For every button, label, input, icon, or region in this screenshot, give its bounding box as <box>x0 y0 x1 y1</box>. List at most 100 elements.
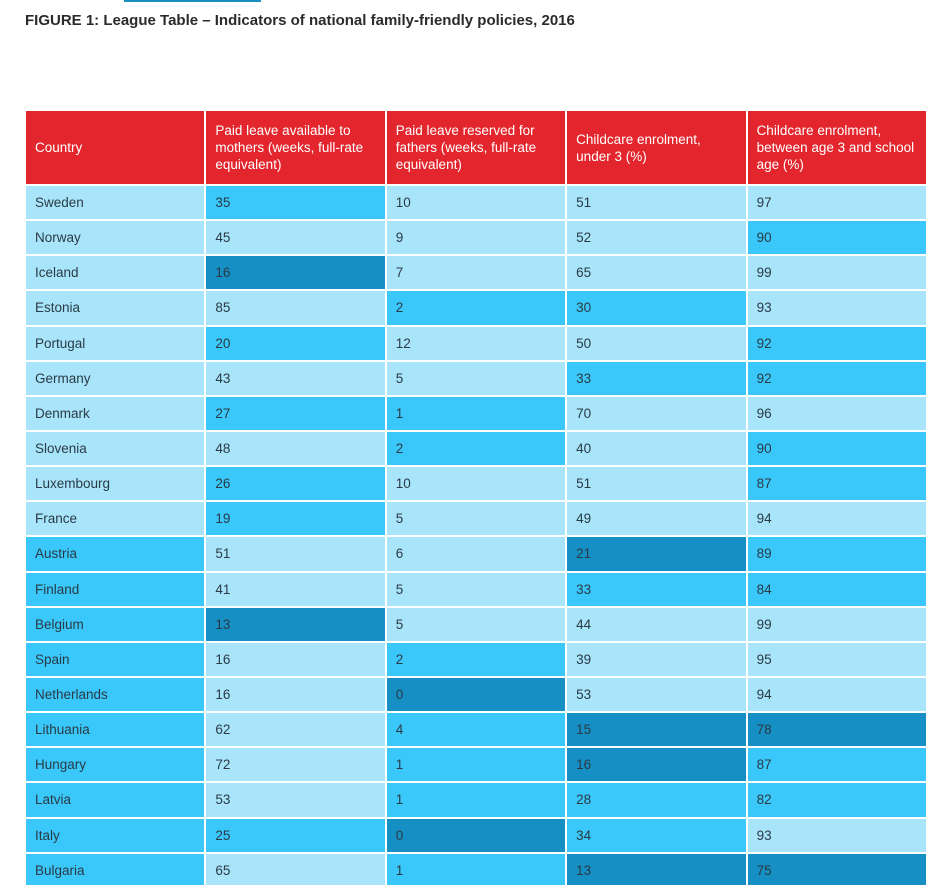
fathers-leave-cell: 12 <box>384 324 568 362</box>
fathers-leave-cell: 10 <box>384 183 568 222</box>
mothers-leave-cell: 16 <box>204 254 387 292</box>
header-mothers-leave: Paid leave available to mothers (weeks, … <box>204 109 387 186</box>
mothers-leave-cell: 45 <box>204 219 387 257</box>
childcare-under-3-cell: 33 <box>565 359 748 397</box>
mothers-leave-cell: 72 <box>204 746 387 784</box>
table-row: Belgium 13 5 44 99 <box>24 605 926 643</box>
childcare-under-3-cell: 16 <box>565 746 748 784</box>
mothers-leave-cell: 35 <box>204 183 387 222</box>
mothers-leave-cell: 65 <box>204 851 387 885</box>
country-cell: Spain <box>24 640 207 678</box>
country-cell: Norway <box>24 219 207 257</box>
table-row: Estonia 85 2 30 93 <box>24 289 926 327</box>
fathers-leave-cell: 5 <box>384 605 568 643</box>
childcare-3-to-school-cell: 84 <box>745 570 926 608</box>
childcare-3-to-school-cell: 95 <box>745 640 926 678</box>
childcare-under-3-cell: 13 <box>565 851 748 885</box>
childcare-3-to-school-cell: 94 <box>745 500 926 538</box>
fathers-leave-cell: 7 <box>384 254 568 292</box>
fathers-leave-cell: 5 <box>384 359 568 397</box>
childcare-3-to-school-cell: 87 <box>745 465 926 503</box>
fathers-leave-cell: 9 <box>384 219 568 257</box>
childcare-under-3-cell: 70 <box>565 394 748 432</box>
fathers-leave-cell: 5 <box>384 570 568 608</box>
fathers-leave-cell: 10 <box>384 465 568 503</box>
childcare-under-3-cell: 49 <box>565 500 748 538</box>
country-cell: Luxembourg <box>24 465 207 503</box>
country-cell: Sweden <box>24 183 207 222</box>
mothers-leave-cell: 51 <box>204 535 387 573</box>
childcare-under-3-cell: 39 <box>565 640 748 678</box>
country-cell: Austria <box>24 535 207 573</box>
fathers-leave-cell: 2 <box>384 640 568 678</box>
country-cell: Lithuania <box>24 711 207 749</box>
mothers-leave-cell: 20 <box>204 324 387 362</box>
mothers-leave-cell: 48 <box>204 429 387 468</box>
country-cell: Netherlands <box>24 675 207 714</box>
table-row: Portugal 20 12 50 92 <box>24 324 926 362</box>
childcare-3-to-school-cell: 89 <box>745 535 926 573</box>
mothers-leave-cell: 43 <box>204 359 387 397</box>
childcare-under-3-cell: 15 <box>565 711 748 749</box>
header-row: Country Paid leave available to mothers … <box>24 109 926 186</box>
country-cell: Germany <box>24 359 207 397</box>
table-row: Norway 45 9 52 90 <box>24 219 926 257</box>
mothers-leave-cell: 25 <box>204 816 387 854</box>
table-row: Bulgaria 65 1 13 75 <box>24 851 926 885</box>
childcare-3-to-school-cell: 92 <box>745 359 926 397</box>
mothers-leave-cell: 53 <box>204 781 387 819</box>
childcare-under-3-cell: 28 <box>565 781 748 819</box>
fathers-leave-cell: 1 <box>384 394 568 432</box>
country-cell: Finland <box>24 570 207 608</box>
table-row: Lithuania 62 4 15 78 <box>24 711 926 749</box>
country-cell: Slovenia <box>24 429 207 468</box>
fathers-leave-cell: 0 <box>384 816 568 854</box>
table-header: Country Paid leave available to mothers … <box>24 109 926 186</box>
header-childcare-3-to-school: Childcare enrolment, between age 3 and s… <box>745 109 926 186</box>
mothers-leave-cell: 16 <box>204 675 387 714</box>
childcare-under-3-cell: 33 <box>565 570 748 608</box>
league-table-container: Country Paid leave available to mothers … <box>24 109 926 885</box>
childcare-3-to-school-cell: 94 <box>745 675 926 714</box>
childcare-3-to-school-cell: 93 <box>745 289 926 327</box>
table-row: France 19 5 49 94 <box>24 500 926 538</box>
fathers-leave-cell: 6 <box>384 535 568 573</box>
country-cell: Bulgaria <box>24 851 207 885</box>
fathers-leave-cell: 0 <box>384 675 568 714</box>
table-row: Finland 41 5 33 84 <box>24 570 926 608</box>
country-cell: France <box>24 500 207 538</box>
table-row: Germany 43 5 33 92 <box>24 359 926 397</box>
mothers-leave-cell: 13 <box>204 605 387 643</box>
table-row: Italy 25 0 34 93 <box>24 816 926 854</box>
table-row: Slovenia 48 2 40 90 <box>24 429 926 468</box>
country-cell: Hungary <box>24 746 207 784</box>
table-row: Denmark 27 1 70 96 <box>24 394 926 432</box>
table-row: Sweden 35 10 51 97 <box>24 183 926 222</box>
table-row: Netherlands 16 0 53 94 <box>24 675 926 714</box>
childcare-3-to-school-cell: 99 <box>745 254 926 292</box>
childcare-under-3-cell: 52 <box>565 219 748 257</box>
fathers-leave-cell: 5 <box>384 500 568 538</box>
mothers-leave-cell: 19 <box>204 500 387 538</box>
header-fathers-leave: Paid leave reserved for fathers (weeks, … <box>384 109 568 186</box>
table-row: Iceland 16 7 65 99 <box>24 254 926 292</box>
childcare-3-to-school-cell: 75 <box>745 851 926 885</box>
childcare-under-3-cell: 34 <box>565 816 748 854</box>
country-cell: Portugal <box>24 324 207 362</box>
childcare-under-3-cell: 65 <box>565 254 748 292</box>
fathers-leave-cell: 1 <box>384 781 568 819</box>
country-cell: Estonia <box>24 289 207 327</box>
country-cell: Belgium <box>24 605 207 643</box>
country-cell: Iceland <box>24 254 207 292</box>
table-body: Sweden 35 10 51 97 Norway 45 9 52 90 Iceland 16 7 65 9… <box>24 183 926 885</box>
figure-title: FIGURE 1: League Table – Indicators of n… <box>25 12 575 29</box>
childcare-under-3-cell: 44 <box>565 605 748 643</box>
table-row: Hungary 72 1 16 87 <box>24 746 926 784</box>
league-table: Country Paid leave available to mothers … <box>24 109 926 885</box>
country-cell: Denmark <box>24 394 207 432</box>
childcare-3-to-school-cell: 99 <box>745 605 926 643</box>
country-cell: Latvia <box>24 781 207 819</box>
fathers-leave-cell: 1 <box>384 746 568 784</box>
table-row: Austria 51 6 21 89 <box>24 535 926 573</box>
